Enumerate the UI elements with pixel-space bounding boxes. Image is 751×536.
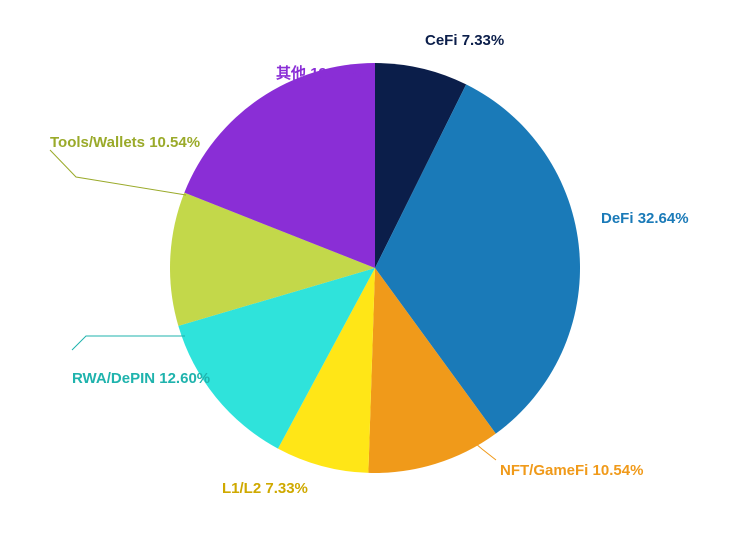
pie-label: 其他 19.01% — [276, 62, 361, 83]
pie-label-name: Tools/Wallets — [50, 134, 145, 151]
pie-label-value: 7.33% — [462, 32, 505, 49]
pie-chart: CeFi 7.33% DeFi 32.64% NFT/GameFi 10.54% L1… — [0, 0, 751, 536]
pie-label-value: 7.33% — [265, 480, 308, 497]
pie-label-name: RWA/DePIN — [72, 370, 155, 387]
pie-label-name: 其他 — [276, 65, 306, 82]
pie-label: NFT/GameFi 10.54% — [500, 462, 643, 479]
pie-label-name: NFT/GameFi — [500, 462, 588, 479]
pie-label-name: L1/L2 — [222, 480, 261, 497]
pie-label: Tools/Wallets 10.54% — [50, 134, 200, 151]
pie-label: CeFi 7.33% — [425, 32, 504, 49]
pie-svg — [170, 63, 580, 473]
leader-line — [50, 150, 186, 195]
pie-label: DeFi 32.64% — [601, 210, 689, 227]
pie-label-name: CeFi — [425, 32, 458, 49]
pie-label-value: 12.60% — [159, 370, 210, 387]
pie-label: L1/L2 7.33% — [222, 480, 308, 497]
pie-label-value: 10.54% — [593, 462, 644, 479]
pie-label: RWA/DePIN 12.60% — [72, 370, 210, 387]
pie-label-value: 19.01% — [310, 65, 361, 82]
pie-label-value: 32.64% — [638, 210, 689, 227]
leader-line — [72, 336, 185, 350]
pie-label-value: 10.54% — [149, 134, 200, 151]
pie-label-name: DeFi — [601, 210, 634, 227]
